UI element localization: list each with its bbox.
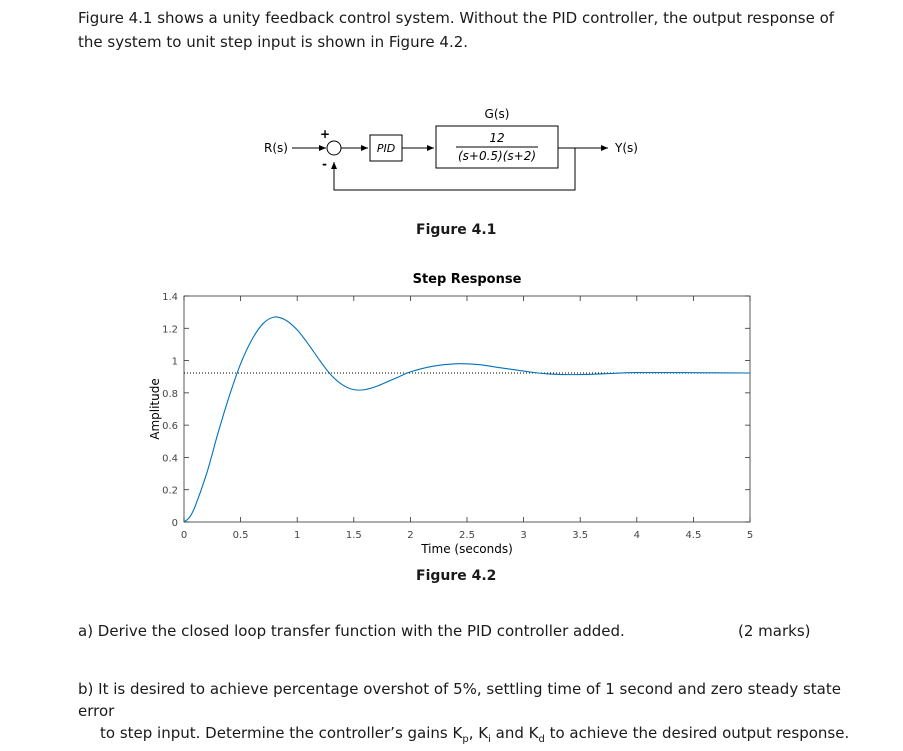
y-tick-label: 1.2 <box>162 324 178 335</box>
question-b-text-3: and K <box>490 724 539 742</box>
plant-numerator: 12 <box>489 131 504 145</box>
x-tick-label: 4.5 <box>685 530 701 541</box>
x-tick-label: 2.5 <box>459 530 475 541</box>
question-b-line2: to step input. Determine the controller’… <box>78 722 878 751</box>
y-tick-label: 0.4 <box>162 453 178 464</box>
y-axis-label: Amplitude <box>148 378 162 440</box>
question-b-text-1: to step input. Determine the controller’… <box>100 724 463 742</box>
x-axis-label: Time (seconds) <box>420 542 513 556</box>
x-tick-label: 0 <box>181 530 187 541</box>
minus-sign: - <box>322 157 327 171</box>
question-b-text-2: , K <box>468 724 489 742</box>
y-tick-label: 0.6 <box>162 421 178 432</box>
x-tick-label: 5 <box>747 530 753 541</box>
y-tick-label: 1.4 <box>162 292 178 303</box>
x-tick-label: 4 <box>634 530 640 541</box>
x-tick-label: 1 <box>294 530 300 541</box>
x-tick-label: 0.5 <box>233 530 249 541</box>
block-diagram: R(s) + - PID G(s) 12 (s+0.5)(s+2) Y(s) <box>264 107 638 191</box>
axis-ticks: 0 0.5 1 1.5 2 2.5 3 3.5 4 4.5 5 0 0.2 0.4 0.6 0.8 1 1.2 1.… <box>162 292 753 541</box>
x-tick-label: 2 <box>407 530 413 541</box>
output-label: Y(s) <box>614 141 638 155</box>
feedback-path <box>331 148 576 191</box>
plant-name: G(s) <box>485 107 510 121</box>
y-tick-label: 0.2 <box>162 486 178 497</box>
intro-paragraph: Figure 4.1 shows a unity feedback contro… <box>78 9 835 51</box>
question-b-line1: b) It is desired to achieve percentage o… <box>78 680 841 720</box>
step-response-curve <box>183 316 751 523</box>
y-tick-label: 1 <box>172 357 178 368</box>
summing-junction <box>326 140 342 156</box>
plus-sign: + <box>320 127 330 141</box>
x-tick-label: 3 <box>520 530 526 541</box>
figure-4-1-caption: Figure 4.1 <box>416 222 497 238</box>
figures-canvas: R(s) + - PID G(s) 12 (s+0.5)(s+2) Y(s) S… <box>148 107 753 556</box>
y-tick-label: 0 <box>172 518 178 529</box>
question-a-marks: (2 marks) <box>738 622 811 640</box>
input-label: R(s) <box>264 141 288 155</box>
step-response-chart: Step Response 0 0.5 1 1.5 2 2.5 3 3.5 4 4.5 500.20… <box>148 272 753 556</box>
question-a: a) Derive the closed loop transfer funct… <box>78 622 625 640</box>
pid-label: PID <box>377 142 395 155</box>
question-b-text-4: to achieve the desired output response. <box>544 724 850 742</box>
x-tick-label: 3.5 <box>572 530 588 541</box>
y-tick-label: 0.8 <box>162 389 178 400</box>
chart-title: Step Response <box>413 272 522 287</box>
plant-denominator: (s+0.5)(s+2) <box>458 149 536 163</box>
plot-frame <box>183 295 751 523</box>
x-tick-label: 1.5 <box>346 530 362 541</box>
figure-4-2-caption: Figure 4.2 <box>416 568 497 584</box>
pid-block <box>369 134 403 162</box>
question-b: b) It is desired to achieve percentage o… <box>78 678 878 751</box>
